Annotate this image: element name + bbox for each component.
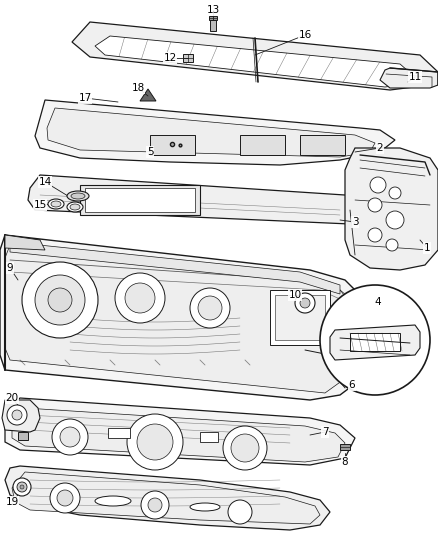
Circle shape [127, 414, 183, 470]
Circle shape [148, 498, 162, 512]
Polygon shape [95, 36, 415, 87]
Circle shape [13, 478, 31, 496]
Polygon shape [5, 398, 355, 465]
Circle shape [228, 500, 252, 524]
Polygon shape [5, 235, 45, 250]
Circle shape [368, 228, 382, 242]
Text: 4: 4 [374, 297, 381, 307]
Text: 16: 16 [298, 30, 311, 40]
Circle shape [57, 490, 73, 506]
Circle shape [52, 419, 88, 455]
Text: 18: 18 [131, 83, 145, 93]
Text: 5: 5 [147, 147, 153, 157]
Circle shape [35, 275, 85, 325]
FancyBboxPatch shape [18, 432, 28, 440]
Circle shape [190, 288, 230, 328]
Circle shape [48, 288, 72, 312]
Ellipse shape [67, 202, 83, 212]
Polygon shape [140, 89, 156, 101]
Circle shape [198, 296, 222, 320]
Ellipse shape [67, 191, 89, 201]
Text: 13: 13 [206, 5, 219, 15]
Text: 17: 17 [78, 93, 92, 103]
Text: 10: 10 [289, 290, 301, 300]
Polygon shape [47, 108, 375, 157]
Text: 12: 12 [163, 53, 177, 63]
Ellipse shape [95, 496, 131, 506]
Text: 7: 7 [321, 427, 328, 437]
Polygon shape [380, 68, 438, 88]
Circle shape [320, 285, 430, 395]
Polygon shape [72, 22, 438, 90]
FancyBboxPatch shape [275, 295, 325, 340]
FancyBboxPatch shape [80, 185, 200, 215]
Text: 3: 3 [352, 217, 358, 227]
Ellipse shape [48, 199, 64, 209]
Text: 11: 11 [408, 72, 422, 82]
FancyBboxPatch shape [300, 135, 345, 155]
Circle shape [386, 211, 404, 229]
FancyBboxPatch shape [350, 333, 400, 351]
Circle shape [231, 434, 259, 462]
Circle shape [300, 298, 310, 308]
Text: 15: 15 [33, 200, 46, 210]
Circle shape [17, 482, 27, 492]
Circle shape [50, 483, 80, 513]
Circle shape [368, 198, 382, 212]
Polygon shape [35, 100, 395, 165]
Ellipse shape [71, 193, 85, 199]
FancyBboxPatch shape [108, 428, 130, 438]
Circle shape [60, 427, 80, 447]
Circle shape [295, 293, 315, 313]
FancyBboxPatch shape [270, 290, 330, 345]
Text: 8: 8 [342, 457, 348, 467]
FancyBboxPatch shape [240, 135, 285, 155]
Polygon shape [2, 400, 40, 432]
Polygon shape [12, 408, 345, 462]
Polygon shape [210, 20, 216, 31]
Ellipse shape [190, 503, 220, 511]
Circle shape [386, 239, 398, 251]
Polygon shape [28, 175, 380, 224]
Polygon shape [12, 472, 320, 524]
Circle shape [22, 262, 98, 338]
Polygon shape [5, 466, 330, 530]
Circle shape [20, 485, 24, 489]
Circle shape [223, 426, 267, 470]
Text: 20: 20 [5, 393, 18, 403]
Polygon shape [10, 242, 340, 294]
Circle shape [370, 177, 386, 193]
Polygon shape [5, 245, 350, 393]
FancyBboxPatch shape [150, 135, 195, 155]
Text: 1: 1 [424, 243, 430, 253]
Circle shape [137, 424, 173, 460]
Circle shape [125, 283, 155, 313]
FancyBboxPatch shape [200, 432, 218, 442]
Polygon shape [209, 16, 217, 20]
Ellipse shape [70, 204, 80, 210]
Polygon shape [340, 444, 350, 450]
Text: 14: 14 [39, 177, 52, 187]
Polygon shape [345, 148, 438, 270]
Ellipse shape [51, 201, 61, 207]
Text: 9: 9 [7, 263, 13, 273]
FancyBboxPatch shape [85, 188, 195, 212]
Polygon shape [0, 235, 360, 400]
Circle shape [389, 187, 401, 199]
Text: 19: 19 [5, 497, 19, 507]
Polygon shape [183, 54, 193, 62]
Circle shape [7, 405, 27, 425]
Circle shape [115, 273, 165, 323]
Polygon shape [330, 325, 420, 360]
Text: 2: 2 [377, 143, 383, 153]
Circle shape [141, 491, 169, 519]
Circle shape [12, 410, 22, 420]
Text: 6: 6 [349, 380, 355, 390]
